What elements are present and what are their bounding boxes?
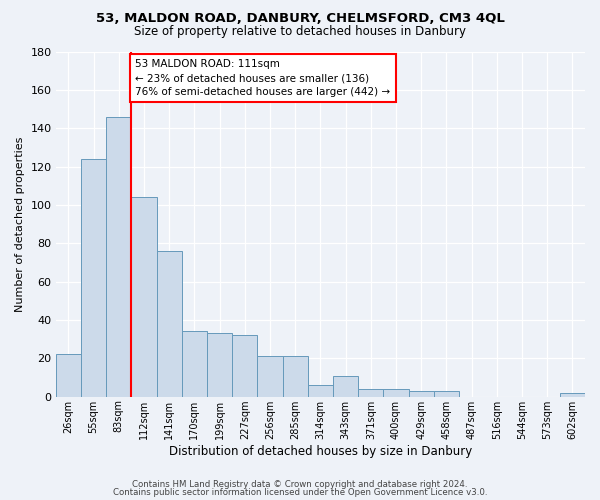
Bar [106, 116, 131, 396]
Bar [383, 389, 409, 396]
X-axis label: Distribution of detached houses by size in Danbury: Distribution of detached houses by size … [169, 444, 472, 458]
Bar [434, 391, 459, 396]
Bar [56, 354, 81, 397]
Bar [333, 376, 358, 396]
Bar [131, 197, 157, 396]
Bar [157, 251, 182, 396]
Bar [308, 385, 333, 396]
Bar [283, 356, 308, 397]
Text: Size of property relative to detached houses in Danbury: Size of property relative to detached ho… [134, 25, 466, 38]
Bar [409, 391, 434, 396]
Text: 53 MALDON ROAD: 111sqm
← 23% of detached houses are smaller (136)
76% of semi-de: 53 MALDON ROAD: 111sqm ← 23% of detached… [135, 59, 391, 97]
Bar [207, 334, 232, 396]
Bar [182, 332, 207, 396]
Bar [81, 159, 106, 396]
Bar [257, 356, 283, 397]
Y-axis label: Number of detached properties: Number of detached properties [15, 136, 25, 312]
Bar [560, 393, 585, 396]
Bar [358, 389, 383, 396]
Bar [232, 336, 257, 396]
Text: 53, MALDON ROAD, DANBURY, CHELMSFORD, CM3 4QL: 53, MALDON ROAD, DANBURY, CHELMSFORD, CM… [95, 12, 505, 26]
Text: Contains public sector information licensed under the Open Government Licence v3: Contains public sector information licen… [113, 488, 487, 497]
Text: Contains HM Land Registry data © Crown copyright and database right 2024.: Contains HM Land Registry data © Crown c… [132, 480, 468, 489]
